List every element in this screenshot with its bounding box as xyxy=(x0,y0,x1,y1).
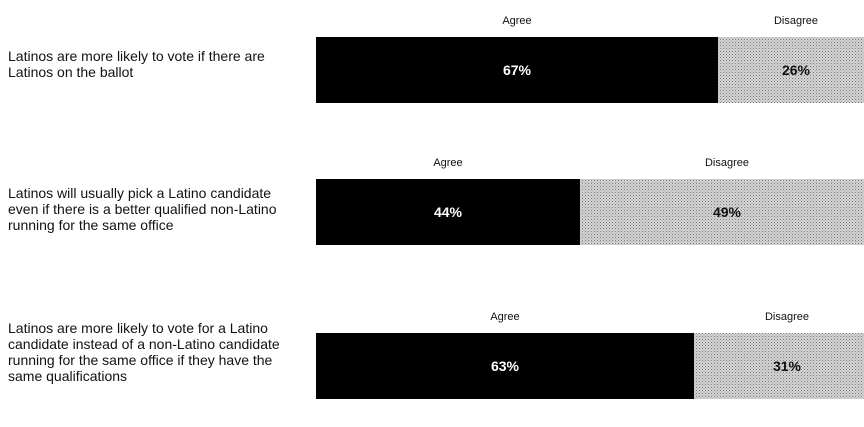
disagree-bar-3 xyxy=(694,333,864,399)
disagree-value-label-1: 26% xyxy=(782,62,811,78)
disagree-bar-1 xyxy=(718,37,864,103)
agree-header-2: Agree xyxy=(433,157,462,169)
statement-3: Latinos are more likely to vote for a La… xyxy=(8,320,280,384)
statement-1: Latinos are more likely to vote if there… xyxy=(8,48,265,80)
agree-value-label-1: 67% xyxy=(503,62,532,78)
disagree-header-3: Disagree xyxy=(765,311,809,323)
statement-2: Latinos will usually pick a Latino candi… xyxy=(8,185,277,233)
disagree-bar-2 xyxy=(580,179,864,245)
disagree-value-label-3: 31% xyxy=(773,358,802,374)
agree-value-label-2: 44% xyxy=(434,204,463,220)
agree-header-1: Agree xyxy=(502,15,531,27)
agree-value-label-3: 63% xyxy=(491,358,520,374)
agree-bar-3 xyxy=(316,333,694,399)
disagree-value-label-2: 49% xyxy=(713,204,742,220)
agree-header-3: Agree xyxy=(490,311,519,323)
agree-bar-1 xyxy=(316,37,718,103)
disagree-header-1: Disagree xyxy=(774,15,818,27)
agree-bar-2 xyxy=(316,179,580,245)
disagree-header-2: Disagree xyxy=(705,157,749,169)
